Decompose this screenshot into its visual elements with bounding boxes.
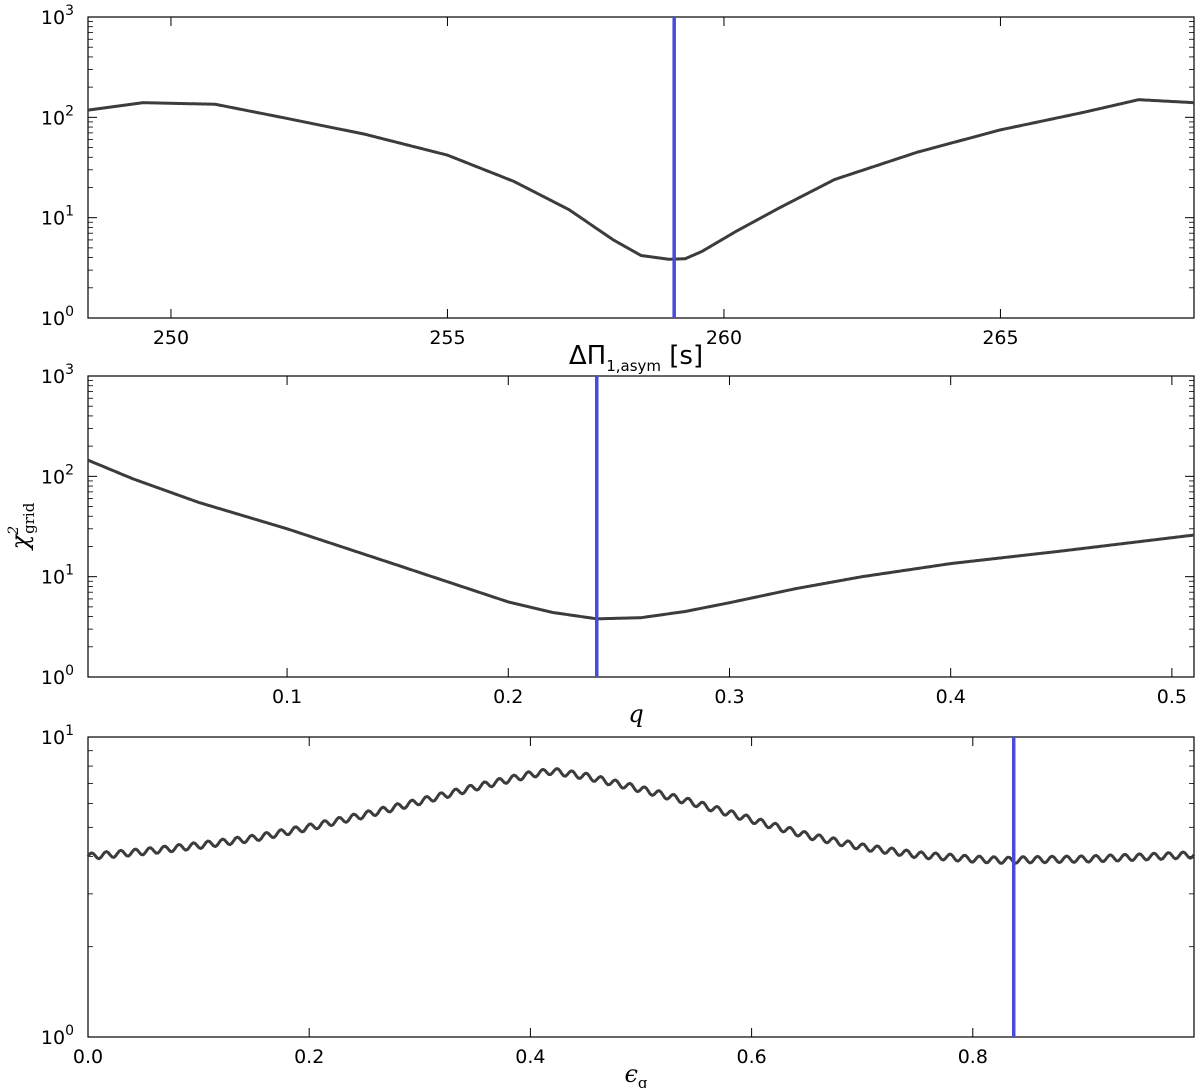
plot-frame — [87, 375, 1195, 678]
x-tick-label: 0.2 — [294, 1046, 324, 1068]
y-tick-label: 100 — [41, 1023, 74, 1049]
y-tick-label: 101 — [41, 204, 74, 230]
x-tick-label: 260 — [706, 327, 742, 349]
x-tick-label: 0.6 — [736, 1046, 766, 1068]
y-tick-label: 101 — [41, 563, 74, 589]
plot-frame — [87, 736, 1195, 1038]
y-tick-label: 101 — [41, 723, 74, 749]
y-tick-label: 103 — [41, 362, 74, 388]
x-tick-label: 0.1 — [272, 686, 302, 708]
x-tick-label: 0.4 — [515, 1046, 545, 1068]
x-tick-label: 255 — [429, 327, 465, 349]
y-tick-label: 103 — [41, 3, 74, 29]
y-tick-label: 102 — [41, 103, 74, 129]
y-tick-label: 100 — [41, 304, 74, 330]
data-line — [87, 98, 1195, 261]
data-line — [86, 767, 1196, 865]
plot-frame — [87, 16, 1195, 319]
ylabel-panel-2: χ2grid — [6, 502, 38, 551]
x-tick-label: 250 — [153, 327, 189, 349]
xlabel-panel-3: ϵg — [624, 1060, 647, 1088]
x-tick-label: 0.0 — [73, 1046, 103, 1068]
x-tick-label: 0.4 — [936, 686, 966, 708]
xlabel-panel-2: q — [628, 700, 643, 728]
x-tick-label: 0.5 — [1157, 686, 1187, 708]
x-tick-label: 0.3 — [714, 686, 744, 708]
data-line — [87, 458, 1195, 621]
panel-2: 100 101 102 103 0.1 0.2 0.3 0.4 0.5 — [41, 362, 1195, 708]
xlabel-panel-1: ΔΠ1,asym [s] — [569, 341, 703, 375]
x-tick-label: 0.2 — [493, 686, 523, 708]
x-tick-label: 0.8 — [958, 1046, 988, 1068]
panel-1: 100 101 102 103 250 255 260 265 — [41, 3, 1195, 349]
panel-3: 100 101 0.0 0.2 0.4 0.6 0.8 — [41, 723, 1196, 1068]
y-tick-label: 100 — [41, 663, 74, 689]
y-tick-label: 102 — [41, 462, 74, 488]
x-tick-label: 265 — [982, 327, 1018, 349]
